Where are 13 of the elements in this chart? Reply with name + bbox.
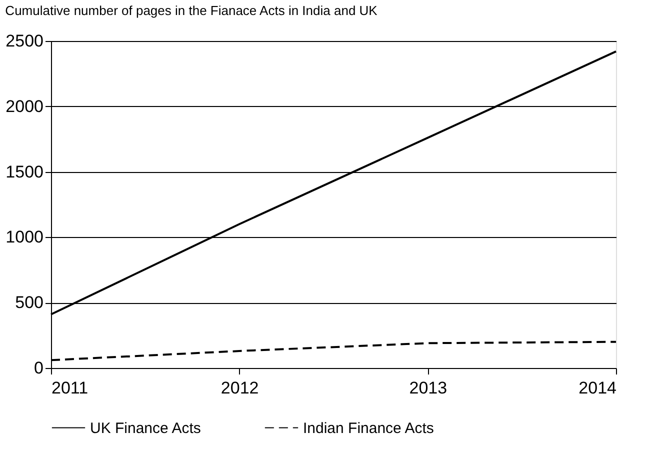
legend-label: UK Finance Acts [90, 420, 201, 437]
legend-label: Indian Finance Acts [303, 420, 434, 437]
y-tick-label: 1500 [6, 162, 44, 182]
chart-title: Cumulative number of pages in the Fianace Acts in India and UK [5, 3, 378, 18]
x-tick-label: 2012 [220, 378, 259, 398]
y-tick-label: 500 [15, 293, 44, 312]
x-tick-label: 2014 [578, 378, 616, 398]
x-tick-label: 2011 [52, 378, 88, 398]
y-tick-label: 1000 [6, 228, 44, 247]
y-tick-label: 0 [34, 358, 44, 378]
y-tick-label: 2500 [6, 32, 44, 50]
x-tick-label: 2013 [409, 378, 448, 398]
y-tick-label: 2000 [6, 96, 44, 116]
